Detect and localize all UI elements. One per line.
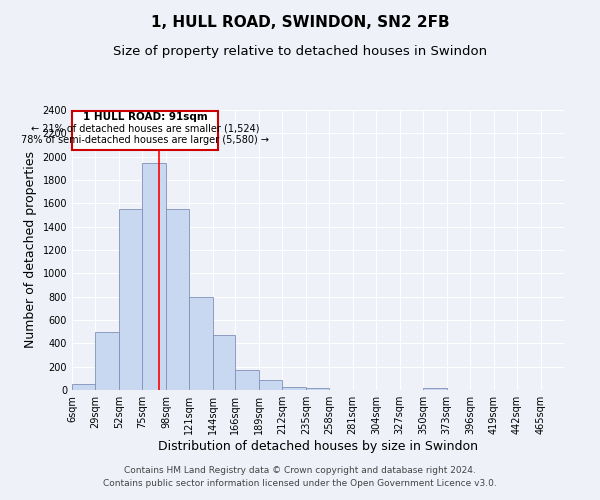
Text: 1, HULL ROAD, SWINDON, SN2 2FB: 1, HULL ROAD, SWINDON, SN2 2FB (151, 15, 449, 30)
Bar (95, 332, 119, 390)
Bar (306, 388, 329, 390)
Bar (166, 209, 190, 390)
Y-axis label: Number of detached properties: Number of detached properties (24, 152, 37, 348)
Bar (423, 388, 446, 390)
Text: 1 HULL ROAD: 91sqm: 1 HULL ROAD: 91sqm (83, 112, 208, 122)
Text: Size of property relative to detached houses in Swindon: Size of property relative to detached ho… (113, 45, 487, 58)
Bar (142, 162, 166, 390)
Bar (119, 209, 142, 390)
Text: 78% of semi-detached houses are larger (5,580) →: 78% of semi-detached houses are larger (… (21, 136, 269, 145)
Bar (72, 384, 95, 390)
FancyBboxPatch shape (72, 111, 218, 150)
Bar (282, 386, 306, 390)
X-axis label: Distribution of detached houses by size in Swindon: Distribution of detached houses by size … (158, 440, 478, 453)
Bar (213, 335, 235, 390)
Bar (259, 380, 282, 390)
Bar (235, 370, 259, 390)
Text: ← 21% of detached houses are smaller (1,524): ← 21% of detached houses are smaller (1,… (31, 124, 259, 134)
Bar (190, 296, 213, 390)
Text: Contains HM Land Registry data © Crown copyright and database right 2024.
Contai: Contains HM Land Registry data © Crown c… (103, 466, 497, 487)
